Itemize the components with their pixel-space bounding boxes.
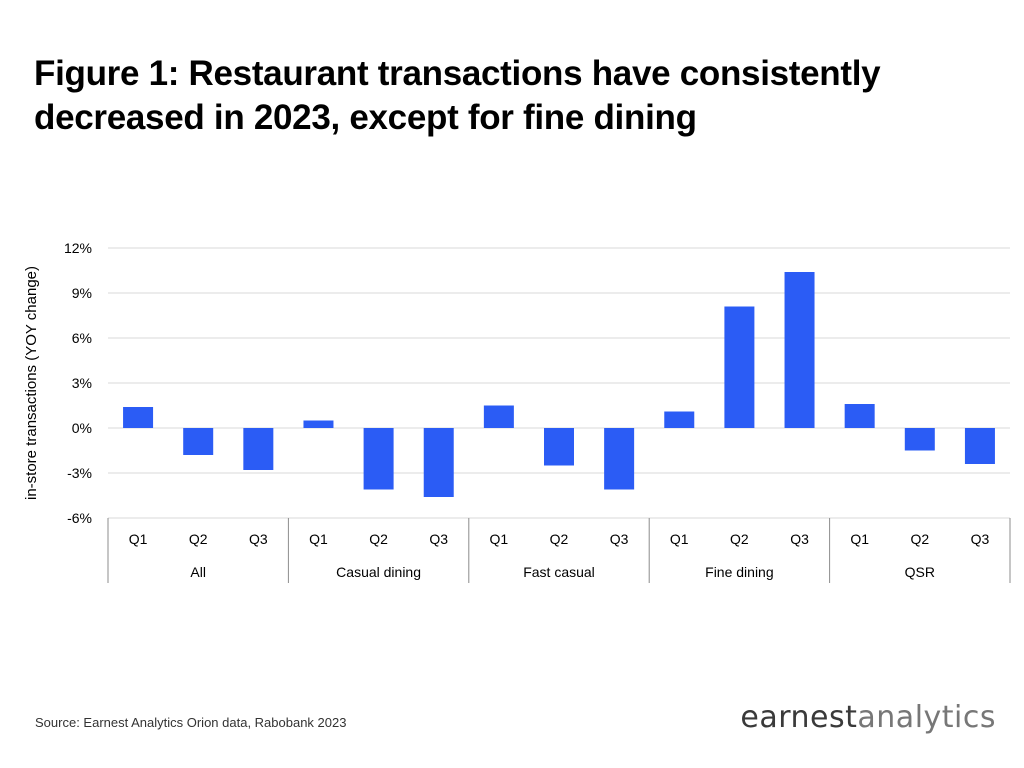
x-tick-label: Q1 (490, 531, 509, 547)
x-tick-label: Q3 (790, 531, 809, 547)
y-axis-ticks: 12% 9% 6% 3% 0% -3% -6% (64, 240, 92, 526)
y-tick-label: 12% (64, 240, 92, 256)
bar (904, 428, 935, 451)
logo-word-earnest: earnest (740, 700, 858, 735)
x-axis: Q1 Q2 Q3 All Q1 Q2 Q3 Casual dining Q1 Q2 Q3 Fast c… (107, 518, 1011, 583)
x-tick-label: Q2 (730, 531, 749, 547)
bar (664, 411, 695, 428)
chart-title-line-2: decreased in 2023, except for fine dinin… (34, 98, 697, 137)
bar (964, 428, 995, 464)
x-tick-label: Q2 (189, 531, 208, 547)
group-label: Fine dining (705, 564, 774, 580)
bars (123, 272, 995, 497)
bar (183, 428, 214, 455)
bar (724, 306, 755, 428)
chart-title-line-1: Figure 1: Restaurant transactions have c… (34, 54, 881, 93)
source-note: Source: Earnest Analytics Orion data, Ra… (35, 715, 347, 730)
x-tick-label: Q2 (369, 531, 388, 547)
bar (844, 404, 875, 428)
x-tick-label: Q1 (309, 531, 328, 547)
x-tick-label: Q3 (610, 531, 629, 547)
y-tick-label: 0% (72, 420, 92, 436)
y-axis-label: in-store transactions (YOY change) (23, 266, 40, 500)
earnest-analytics-logo: earnestanalytics (740, 700, 996, 735)
x-tick-label: Q3 (971, 531, 990, 547)
group-label: All (190, 564, 206, 580)
bar (363, 428, 394, 490)
x-tick-label: Q2 (910, 531, 929, 547)
x-tick-label: Q1 (850, 531, 869, 547)
bar (123, 407, 154, 428)
x-tick-label: Q2 (550, 531, 569, 547)
y-tick-label: -3% (67, 465, 92, 481)
y-tick-label: 3% (72, 375, 92, 391)
bar (784, 272, 815, 428)
x-tick-label: Q1 (129, 531, 148, 547)
chart-title: Figure 1: Restaurant transactions have c… (34, 52, 994, 140)
x-tick-label: Q3 (429, 531, 448, 547)
group-label: QSR (905, 564, 935, 580)
bar (243, 428, 274, 470)
bar (544, 428, 574, 466)
group-label: Fast casual (523, 564, 595, 580)
bar (483, 405, 514, 428)
y-tick-label: 6% (72, 330, 92, 346)
x-tick-label: Q3 (249, 531, 268, 547)
y-tick-label: 9% (72, 285, 92, 301)
y-tick-label: -6% (67, 510, 92, 526)
bar (423, 428, 454, 497)
bar (604, 428, 635, 490)
bar (303, 420, 334, 428)
group-label: Casual dining (336, 564, 421, 580)
x-tick-label: Q1 (670, 531, 689, 547)
logo-word-analytics: analytics (857, 700, 996, 735)
gridlines (108, 247, 1010, 519)
